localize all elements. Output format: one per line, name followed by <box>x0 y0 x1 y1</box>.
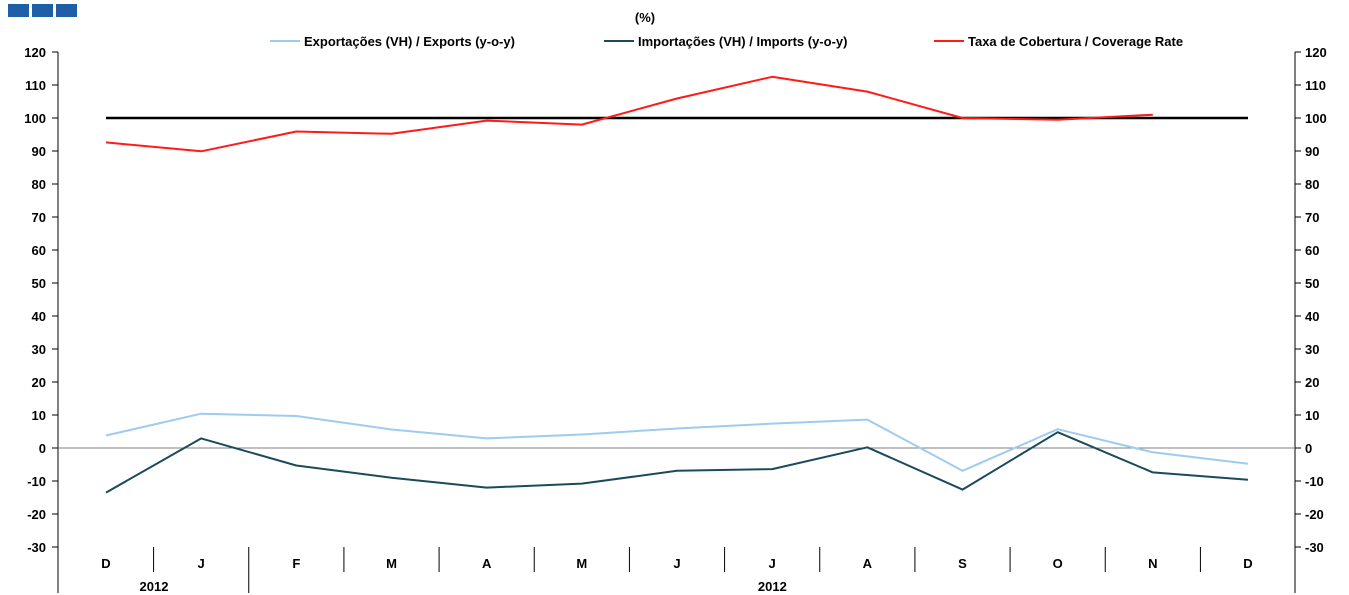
y-tick-label-left: 110 <box>25 78 46 93</box>
series-line-3 <box>105 75 1153 153</box>
legend-label: Taxa de Cobertura / Coverage Rate <box>968 34 1183 49</box>
y-tick-label-left: 0 <box>39 441 46 456</box>
y-tick-label-right: 70 <box>1305 210 1319 225</box>
y-tick-label-right: 50 <box>1305 276 1319 291</box>
y-tick-label-right: 110 <box>1305 78 1326 93</box>
y-tick-label-right: 30 <box>1305 342 1319 357</box>
y-tick-label-left: -20 <box>27 507 46 522</box>
x-tick-label: M <box>576 556 587 571</box>
legend: Exportações (VH) / Exports (y-o-y) Import… <box>270 34 1183 49</box>
x-tick-label: J <box>673 556 680 571</box>
x-tick-label: O <box>1053 556 1063 571</box>
y-tick-label-left: 90 <box>32 144 46 159</box>
series-line-1 <box>105 412 1249 472</box>
axes: -30 -30 -20 -20 -10 -10 0 0 10 10 20 20 30 30 40 40 50 50… <box>24 45 1326 594</box>
series-lines <box>105 75 1249 494</box>
year-label: 2012 <box>140 579 169 594</box>
y-tick-label-right: -30 <box>1305 540 1324 555</box>
y-tick-label-right: 10 <box>1305 408 1319 423</box>
y-tick-label-left: 100 <box>24 111 46 126</box>
y-tick-label-left: 80 <box>32 177 46 192</box>
x-tick-label: J <box>769 556 776 571</box>
y-tick-label-left: 30 <box>32 342 46 357</box>
x-tick-label: D <box>1243 556 1252 571</box>
y-tick-label-right: 100 <box>1305 111 1327 126</box>
series-line-2 <box>105 431 1249 494</box>
y-tick-label-left: 120 <box>24 45 46 60</box>
x-tick-label: N <box>1148 556 1157 571</box>
y-tick-label-left: 20 <box>32 375 46 390</box>
y-tick-label-left: 60 <box>32 243 46 258</box>
x-tick-label: S <box>958 556 967 571</box>
logo-square-2 <box>32 4 53 17</box>
y-tick-label-left: 70 <box>32 210 46 225</box>
x-tick-label: M <box>386 556 397 571</box>
logo-square-1 <box>8 4 29 17</box>
y-tick-label-right: 80 <box>1305 177 1319 192</box>
year-label: 2012 <box>758 579 787 594</box>
legend-label: Importações (VH) / Imports (y-o-y) <box>638 34 847 49</box>
x-tick-label: F <box>292 556 300 571</box>
y-tick-label-left: -30 <box>27 540 46 555</box>
y-tick-label-left: 50 <box>32 276 46 291</box>
y-tick-label-right: 90 <box>1305 144 1319 159</box>
y-tick-label-right: 60 <box>1305 243 1319 258</box>
x-tick-label: A <box>482 556 492 571</box>
y-tick-label-right: -20 <box>1305 507 1324 522</box>
y-tick-label-right: -10 <box>1305 474 1324 489</box>
logo-square-3 <box>56 4 77 17</box>
x-tick-label: J <box>198 556 205 571</box>
chart-title: (%) <box>635 10 655 25</box>
legend-label: Exportações (VH) / Exports (y-o-y) <box>304 34 515 49</box>
x-tick-label: A <box>863 556 873 571</box>
y-tick-label-right: 120 <box>1305 45 1327 60</box>
x-tick-label: D <box>101 556 110 571</box>
y-tick-label-left: -10 <box>27 474 46 489</box>
y-tick-label-left: 40 <box>32 309 46 324</box>
y-tick-label-left: 10 <box>32 408 46 423</box>
y-tick-label-right: 20 <box>1305 375 1319 390</box>
y-tick-label-right: 0 <box>1305 441 1312 456</box>
y-tick-label-right: 40 <box>1305 309 1319 324</box>
